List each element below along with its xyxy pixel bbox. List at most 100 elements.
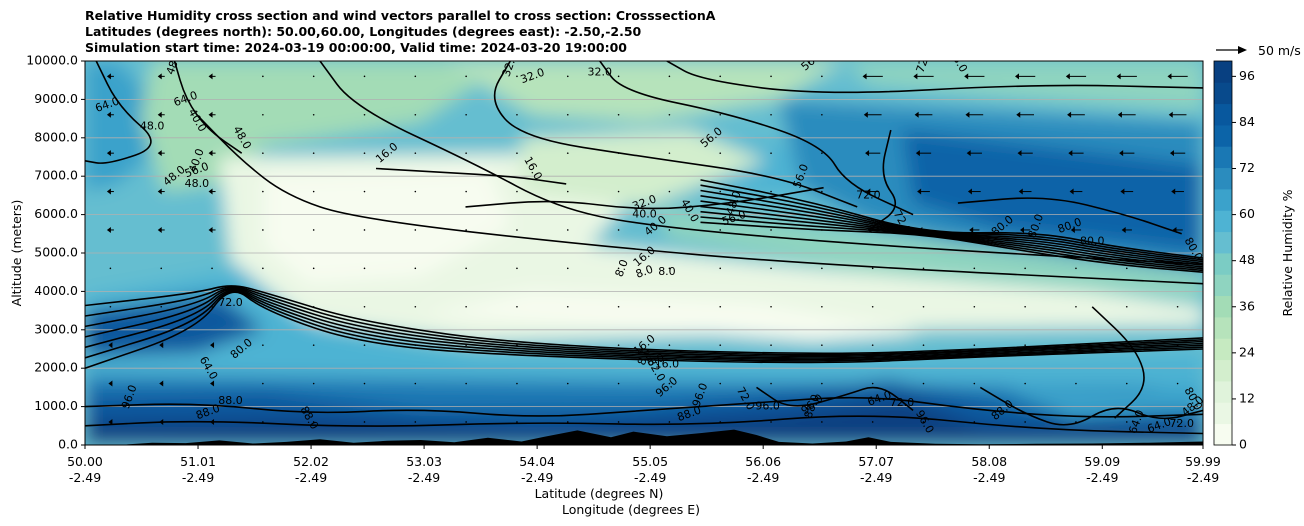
colorbar-band-1 — [1214, 402, 1232, 425]
axes: 0.0 1000.0 2000.0 3000.0 4000.0 5000.0 6000.0 7… — [26, 53, 1221, 486]
wind-vector-5-6 — [363, 190, 366, 193]
wind-vector-18-4 — [1024, 267, 1026, 270]
wind-vector-4-8 — [312, 113, 315, 116]
wind-vector-3-8 — [262, 113, 264, 116]
x-tick-lon-label-1: -2.49 — [182, 470, 214, 485]
wind-vector-11-6 — [668, 190, 671, 193]
y-axis-label: Altitude (meters) — [9, 200, 24, 307]
x-tick-lat-label-9: 59.09 — [1084, 454, 1120, 469]
wind-vector-7-9 — [465, 75, 467, 78]
terrain-profile — [85, 429, 1203, 445]
wind-vector-16-8 — [914, 111, 933, 118]
wind-vector-18-3 — [1024, 305, 1026, 308]
y-tick-label-1: 1000.0 — [34, 398, 78, 413]
wind-vector-12-0 — [719, 421, 722, 423]
wind-vector-21-6 — [1171, 188, 1184, 195]
wind-vector-16-1 — [922, 382, 925, 385]
wind-vector-7-5 — [465, 229, 467, 231]
wind-vector-2-0 — [210, 418, 215, 425]
wind-vector-10-5 — [617, 229, 620, 231]
wind-vector-9-3 — [566, 305, 569, 308]
contour-label-31: 8.0 — [634, 263, 655, 281]
wind-vector-4-5 — [312, 229, 315, 231]
colorbar-band-7 — [1214, 274, 1232, 297]
wind-vector-2-1 — [210, 380, 215, 387]
wind-vector-14-4 — [821, 267, 823, 270]
wind-vector-8-9 — [516, 75, 518, 78]
wind-vector-5-4 — [363, 267, 366, 270]
field-region-5 — [902, 130, 1203, 253]
y-tick-label-9: 9000.0 — [34, 91, 78, 106]
wind-vector-3-5 — [262, 229, 264, 231]
wind-vector-19-6 — [1069, 188, 1083, 195]
wind-vector-19-1 — [1075, 382, 1077, 385]
wind-vector-3-4 — [262, 267, 264, 270]
wind-vector-6-7 — [414, 152, 417, 154]
wind-vector-7-6 — [465, 190, 467, 193]
wind-vector-9-7 — [566, 152, 569, 154]
wind-vector-9-1 — [566, 382, 569, 385]
x-tick-lon-label-6: -2.49 — [747, 470, 779, 485]
wind-vector-5-9 — [363, 75, 366, 78]
wind-vector-4-4 — [312, 267, 315, 270]
wind-vector-15-3 — [871, 305, 874, 308]
colorbar-band-2 — [1214, 381, 1232, 403]
wind-vector-4-2 — [312, 344, 315, 346]
wind-vector-17-8 — [965, 111, 984, 118]
wind-vector-14-0 — [821, 421, 823, 423]
colorbar-tick-label-3: 36 — [1239, 298, 1255, 313]
contour-line-18 — [493, 61, 858, 208]
wind-vector-4-0 — [312, 421, 315, 423]
wind-vector-3-1 — [262, 382, 264, 385]
wind-vector-4-9 — [312, 75, 315, 78]
quiver-key-label: 50 m/s — [1258, 43, 1301, 58]
wind-vector-10-1 — [617, 382, 620, 385]
colorbar-band-9 — [1214, 231, 1232, 254]
wind-vector-10-6 — [617, 190, 620, 193]
wind-vector-11-8 — [668, 113, 671, 116]
terrain — [85, 429, 1203, 445]
wind-vector-8-8 — [516, 113, 518, 116]
wind-vector-21-5 — [1172, 226, 1183, 233]
wind-vector-11-4 — [668, 267, 671, 270]
wind-vector-21-8 — [1168, 111, 1187, 118]
wind-vector-1-1 — [159, 380, 164, 387]
y-tick-label-10: 10000.0 — [26, 53, 78, 68]
contour-line-12 — [85, 288, 1203, 359]
wind-vector-2-2 — [210, 342, 215, 349]
wind-vector-7-1 — [465, 382, 467, 385]
x-tick-lon-label-2: -2.49 — [295, 470, 327, 485]
x-tick-lat-label-3: 53.03 — [406, 454, 442, 469]
wind-vector-18-7 — [1017, 150, 1033, 157]
wind-vector-2-7 — [208, 150, 216, 157]
x-axis-label-latitude: Latitude (degrees N) — [535, 486, 664, 501]
wind-vector-16-9 — [913, 73, 934, 80]
wind-vector-15-7 — [865, 150, 881, 157]
wind-vector-2-9 — [208, 73, 216, 80]
wind-vector-3-7 — [262, 152, 264, 154]
wind-vector-9-4 — [566, 267, 569, 270]
x-tick-lon-label-0: -2.49 — [69, 470, 101, 485]
wind-vector-1-7 — [157, 150, 165, 157]
field-region-12 — [85, 191, 231, 300]
wind-vector-0-2 — [108, 342, 113, 349]
wind-vector-10-7 — [617, 152, 620, 154]
y-tick-label-6: 6000.0 — [34, 206, 78, 221]
wind-vector-2-5 — [208, 226, 216, 233]
wind-vector-15-9 — [862, 73, 883, 80]
wind-vector-20-0 — [1125, 421, 1128, 423]
wind-vector-14-7 — [821, 152, 823, 154]
wind-vector-14-9 — [821, 75, 823, 78]
x-tick-lon-label-9: -2.49 — [1086, 470, 1118, 485]
wind-vector-21-1 — [1176, 382, 1179, 385]
wind-vector-21-7 — [1169, 150, 1186, 157]
wind-vector-1-5 — [157, 226, 165, 233]
contour-line-24 — [465, 186, 824, 210]
quiver-key: 50 m/s — [1216, 43, 1301, 58]
wind-vector-3-9 — [262, 75, 264, 78]
wind-vector-7-0 — [465, 421, 467, 423]
wind-vector-15-2 — [871, 344, 874, 346]
colorbar-label: Relative Humidity % — [1280, 189, 1295, 316]
x-tick-lon-label-4: -2.49 — [521, 470, 553, 485]
wind-vector-18-8 — [1016, 111, 1035, 118]
